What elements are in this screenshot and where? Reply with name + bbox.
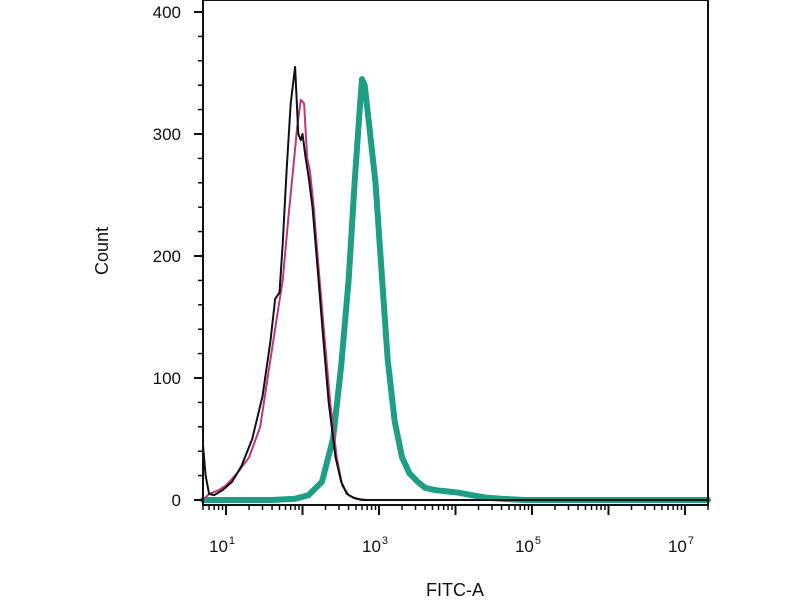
x-axis: 101 103 105 107 xyxy=(202,505,709,556)
y-tick-label: 100 xyxy=(153,369,181,388)
x-tick-label: 107 xyxy=(668,535,694,556)
series-layer xyxy=(200,65,711,503)
y-axis-title: Count xyxy=(92,227,112,275)
y-tick-label: 200 xyxy=(153,247,181,266)
series-line-2 xyxy=(202,65,709,501)
y-tick-label: 300 xyxy=(153,125,181,144)
x-axis-title: FITC-A xyxy=(426,580,484,600)
y-axis: 0 100 200 300 400 xyxy=(153,3,203,510)
y-tick-label: 0 xyxy=(172,491,181,510)
y-tick-label: 400 xyxy=(153,3,181,22)
x-tick-label: 101 xyxy=(209,535,235,556)
x-tick-label: 103 xyxy=(362,535,388,556)
x-tick-label: 105 xyxy=(515,535,541,556)
